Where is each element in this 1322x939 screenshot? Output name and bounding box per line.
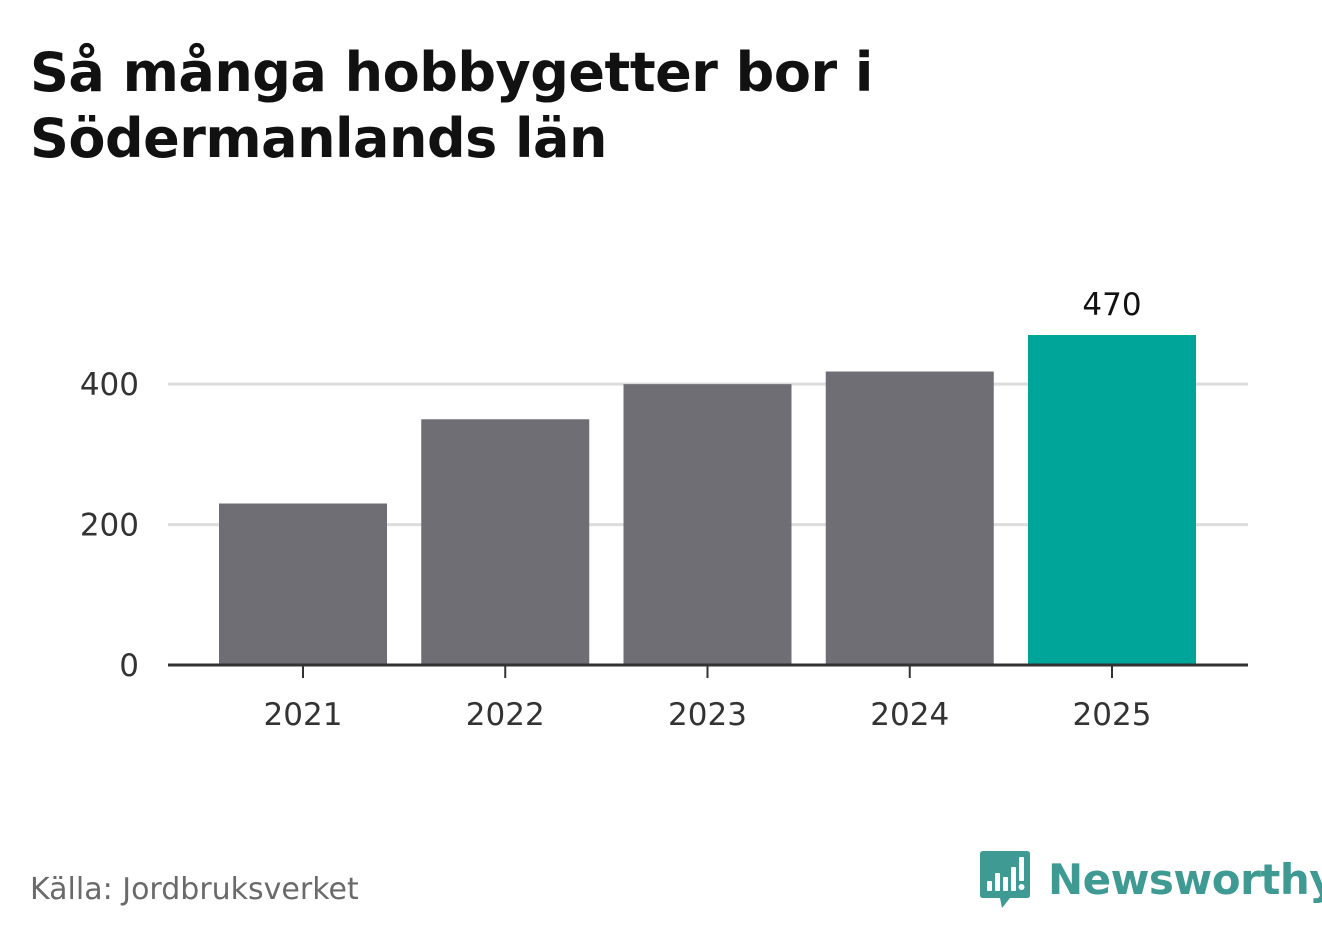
y-tick-label: 0 (119, 648, 139, 684)
bar-2021 (219, 503, 387, 665)
x-tick-label: 2024 (870, 697, 949, 733)
bar-chart-speech-bubble-icon (980, 851, 1030, 908)
data-labels: 470 (1082, 287, 1141, 323)
bar-2022 (421, 419, 590, 665)
x-tick-label: 2023 (668, 697, 747, 733)
x-tick-label: 2021 (264, 697, 343, 733)
x-tick-label: 2022 (466, 697, 545, 733)
y-axis-tick-labels: 0 200 400 (80, 367, 139, 684)
y-tick-label: 400 (80, 367, 139, 403)
logo-text: Newsworthy (1048, 855, 1322, 904)
bar-2024 (825, 371, 994, 665)
data-label: 470 (1082, 287, 1141, 323)
newsworthy-logo: Newsworthy (980, 850, 1322, 910)
x-axis-ticks: 2021 2022 2023 2024 2025 (264, 665, 1152, 733)
bar-2023 (623, 384, 792, 665)
bar-2025 (1028, 335, 1196, 665)
chart-title: Så många hobbygetter bor i Södermanlands… (30, 41, 873, 170)
source-note: Källa: Jordbruksverket (30, 872, 359, 907)
x-tick-label: 2025 (1073, 697, 1152, 733)
bars (219, 335, 1196, 665)
y-tick-label: 200 (80, 508, 139, 544)
